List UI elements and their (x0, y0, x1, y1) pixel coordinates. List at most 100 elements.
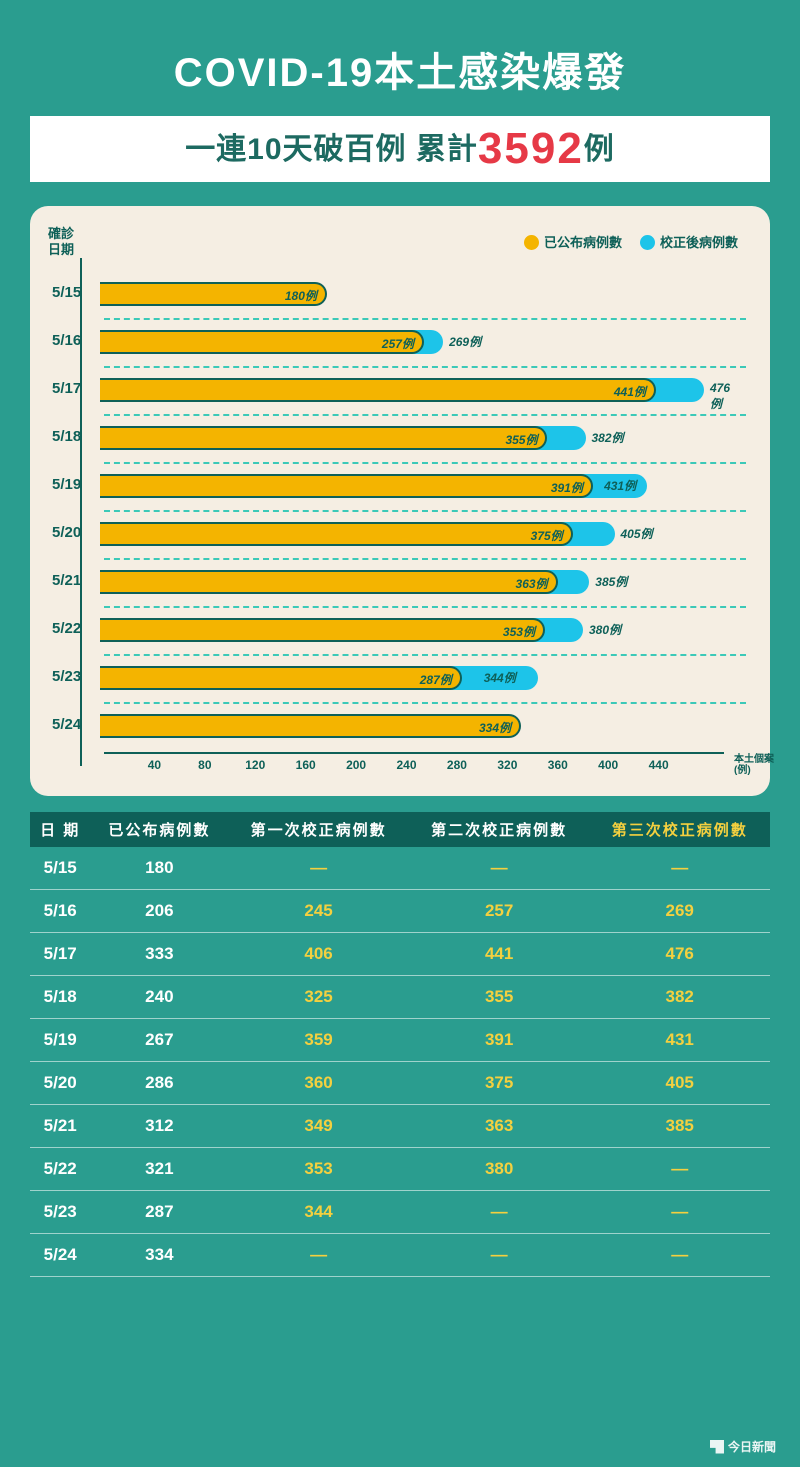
bar-base: 363例 (100, 570, 558, 594)
chart-row: 5/22380例353例 (104, 608, 746, 656)
table-header-cell: 第一次校正病例數 (228, 812, 409, 847)
table-cell: — (409, 1234, 590, 1277)
table-cell: 325 (228, 976, 409, 1019)
table-cell: 5/21 (30, 1105, 90, 1148)
chart-row-date: 5/16 (52, 332, 81, 349)
chart-row: 5/16269例257例 (104, 320, 746, 368)
table-cell: — (409, 1191, 590, 1234)
footer-brand: 今日新聞 (710, 1438, 776, 1455)
x-axis: 本土個案(例) 4080120160200240280320360400440 (104, 752, 724, 782)
table-row: 5/21312349363385 (30, 1105, 770, 1148)
subtitle-lead: 一連10天破百例 累計 (185, 133, 478, 166)
page-title: COVID-19本土感染爆發 (0, 0, 800, 98)
table-header-row: 日 期已公布病例數第一次校正病例數第二次校正病例數第三次校正病例數 (30, 812, 770, 847)
bar-base: 257例 (100, 330, 424, 354)
table-row: 5/22321353380— (30, 1148, 770, 1191)
chart-row: 5/15180例 (104, 272, 746, 320)
table-cell: 405 (589, 1062, 770, 1105)
legend-label: 校正後病例數 (660, 235, 738, 250)
table-cell: 353 (228, 1148, 409, 1191)
bar-corrected-label: 344例 (484, 669, 516, 686)
table-row: 5/18240325355382 (30, 976, 770, 1019)
table-row: 5/15180——— (30, 847, 770, 890)
table-cell: 5/16 (30, 890, 90, 933)
chart-row: 5/20405例375例 (104, 512, 746, 560)
table-cell: 321 (90, 1148, 228, 1191)
chart-row-date: 5/20 (52, 524, 81, 541)
table-cell: 333 (90, 933, 228, 976)
table-row: 5/16206245257269 (30, 890, 770, 933)
chart-row-date: 5/18 (52, 428, 81, 445)
table-cell: 441 (409, 933, 590, 976)
data-table: 日 期已公布病例數第一次校正病例數第二次校正病例數第三次校正病例數 5/1518… (30, 812, 770, 1277)
legend-item: 校正後病例數 (640, 232, 738, 251)
table-cell: — (228, 847, 409, 890)
bar-base-label: 180例 (285, 287, 317, 304)
bar-base: 353例 (100, 618, 545, 642)
bar-base-label: 257例 (382, 335, 414, 352)
x-axis-title: 本土個案(例) (734, 754, 774, 776)
brand-logo-icon (710, 1440, 724, 1454)
table-cell: 269 (589, 890, 770, 933)
table-cell: 312 (90, 1105, 228, 1148)
bar-base: 375例 (100, 522, 573, 546)
chart-row: 5/19431例391例 (104, 464, 746, 512)
bar-base: 355例 (100, 426, 547, 450)
table-header-cell: 第二次校正病例數 (409, 812, 590, 847)
table-cell: 5/20 (30, 1062, 90, 1105)
table-cell: 375 (409, 1062, 590, 1105)
table-cell: 287 (90, 1191, 228, 1234)
chart-row-date: 5/19 (52, 476, 81, 493)
table-body: 5/15180———5/162062452572695/173334064414… (30, 847, 770, 1277)
bar-corrected-label: 269例 (449, 333, 481, 350)
table-cell: 257 (409, 890, 590, 933)
bar-wrap: 382例355例 (104, 426, 704, 450)
chart-plot: 5/15180例5/16269例257例5/17476例441例5/18382例… (104, 272, 746, 752)
chart-row-date: 5/23 (52, 668, 81, 685)
x-tick: 320 (497, 758, 517, 772)
bar-corrected-label: 405例 (621, 525, 653, 542)
bar-base-label: 355例 (505, 431, 537, 448)
legend-item: 已公布病例數 (524, 232, 622, 251)
chart-row-date: 5/24 (52, 716, 81, 733)
table-cell: 286 (90, 1062, 228, 1105)
chart-row-date: 5/21 (52, 572, 81, 589)
chart-panel: 確診日期 已公布病例數 校正後病例數 5/15180例 5/16 269例 257例 5/… (30, 206, 770, 796)
table-cell: 380 (409, 1148, 590, 1191)
chart-row: 5/21385例363例 (104, 560, 746, 608)
legend-label: 已公布病例數 (544, 235, 622, 250)
x-tick: 200 (346, 758, 366, 772)
bar-base: 441例 (100, 378, 656, 402)
x-tick: 280 (447, 758, 467, 772)
table-row: 5/19267359391431 (30, 1019, 770, 1062)
x-tick: 240 (397, 758, 417, 772)
bar-base: 180例 (100, 282, 327, 306)
table-cell: 382 (589, 976, 770, 1019)
table-cell: 5/23 (30, 1191, 90, 1234)
bar-wrap: 476例441例 (104, 378, 704, 402)
bar-wrap: 380例 353例 (104, 618, 704, 642)
table-cell: 267 (90, 1019, 228, 1062)
bar-corrected-label: 380例 (589, 621, 621, 638)
table-cell: 385 (589, 1105, 770, 1148)
x-tick: 160 (296, 758, 316, 772)
table-cell: 5/18 (30, 976, 90, 1019)
bar-wrap: 180例 (104, 282, 704, 306)
y-axis-title: 確診日期 (48, 226, 74, 257)
chart-row: 5/17476例441例 (104, 368, 746, 416)
subtitle-tail: 例 (584, 133, 615, 166)
table-cell: — (228, 1234, 409, 1277)
bar-base: 287例 (100, 666, 462, 690)
table-cell: 391 (409, 1019, 590, 1062)
subtitle-number: 3592 (478, 124, 584, 173)
bar-base: 391例 (100, 474, 593, 498)
bar-wrap: 334例 (104, 714, 704, 738)
table-header-cell: 已公布病例數 (90, 812, 228, 847)
bar-base-label: 441例 (614, 383, 646, 400)
table-cell: 360 (228, 1062, 409, 1105)
table-cell: — (409, 847, 590, 890)
bar-wrap: 431例391例 (104, 474, 704, 498)
bar-base-label: 353例 (503, 623, 535, 640)
bar-corrected-label: 431例 (604, 477, 636, 494)
bar-base-label: 334例 (479, 719, 511, 736)
